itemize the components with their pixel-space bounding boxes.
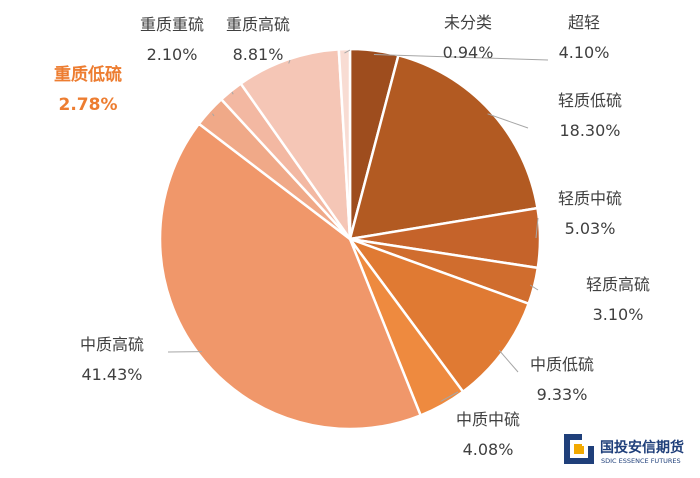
slice-category-label: 中质高硫 bbox=[80, 335, 144, 354]
leader-line bbox=[231, 91, 234, 95]
slice-category-label: 重质低硫 bbox=[54, 64, 122, 85]
pie-slice bbox=[158, 122, 423, 431]
slice-category-label: 重质重硫 bbox=[140, 15, 204, 34]
leader-line bbox=[344, 49, 351, 54]
slice-value-label: 18.30% bbox=[559, 121, 620, 140]
pie-slices bbox=[158, 47, 542, 431]
leader-line bbox=[529, 284, 539, 291]
slice-value-label: 4.10% bbox=[559, 43, 610, 62]
slice-value-label: 0.94% bbox=[443, 43, 494, 62]
slice-value-label: 41.43% bbox=[81, 365, 142, 384]
slice-value-label: 3.10% bbox=[593, 305, 644, 324]
pie-slice bbox=[346, 236, 531, 394]
slice-category-label: 轻质高硫 bbox=[586, 275, 650, 294]
slice-category-label: 超轻 bbox=[568, 13, 600, 32]
slice-value-label: 2.10% bbox=[147, 45, 198, 64]
slice-value-label: 9.33% bbox=[537, 385, 588, 404]
slice-value-label: 2.78% bbox=[59, 95, 118, 115]
slice-category-label: 中质低硫 bbox=[530, 355, 594, 374]
pie-slice bbox=[239, 48, 352, 244]
leader-line bbox=[535, 217, 539, 239]
pie-slice bbox=[348, 53, 539, 241]
logo-mark-icon bbox=[564, 434, 594, 464]
slice-category-label: 中质中硫 bbox=[456, 410, 520, 429]
logo-name-en: SDIC ESSENCE FUTURES bbox=[601, 457, 681, 465]
slice-category-label: 未分类 bbox=[444, 13, 492, 32]
leader-line bbox=[487, 113, 529, 129]
company-logo: 国投安信期货 SDIC ESSENCE FUTURES bbox=[564, 434, 684, 465]
slice-value-label: 8.81% bbox=[233, 45, 284, 64]
leader-line bbox=[373, 54, 549, 61]
leader-line bbox=[212, 113, 215, 117]
leader-lines bbox=[167, 49, 549, 402]
slice-category-label: 轻质低硫 bbox=[558, 91, 622, 110]
leader-line bbox=[440, 391, 459, 402]
pie-slice bbox=[337, 47, 352, 240]
slice-category-label: 重质高硫 bbox=[226, 15, 290, 34]
logo-name-cn: 国投安信期货 bbox=[600, 439, 684, 456]
leader-line bbox=[288, 59, 291, 64]
slice-value-label: 4.08% bbox=[463, 440, 514, 459]
slice-labels: 超轻 4.10% 轻质低硫 18.30% 轻质中硫 5.03% 轻质高硫 3.10% 中质低硫 9… bbox=[54, 13, 650, 459]
slice-value-label: 5.03% bbox=[565, 219, 616, 238]
slice-category-label: 轻质中硫 bbox=[558, 189, 622, 208]
leader-line bbox=[498, 349, 519, 373]
